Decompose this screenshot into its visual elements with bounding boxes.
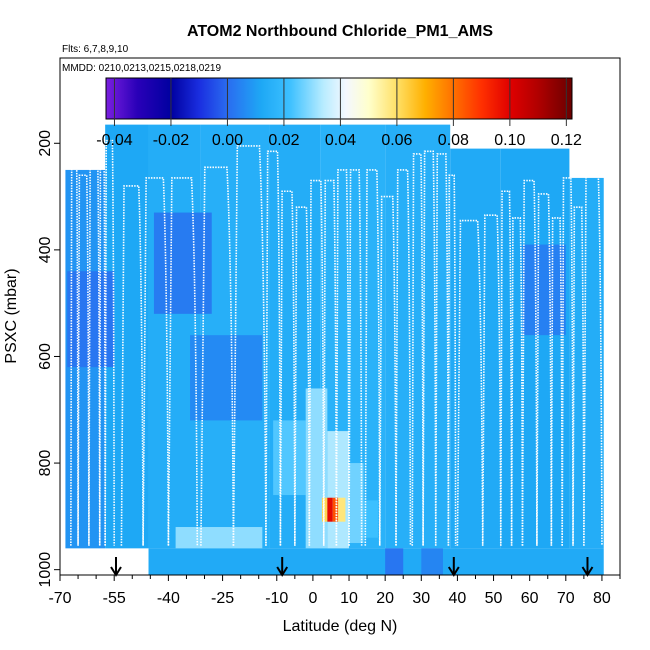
heatmap-cell <box>569 177 604 549</box>
x-tick-label: 40 <box>449 590 467 607</box>
flight-track <box>510 217 524 546</box>
flight-track <box>395 169 412 546</box>
x-tick-label: -55 <box>103 590 126 607</box>
flight-track <box>104 139 115 546</box>
flight-track <box>232 145 267 546</box>
x-tick-label: 0 <box>308 590 317 607</box>
heatmap-cell <box>421 548 443 575</box>
flight-tracks-layer <box>70 139 603 546</box>
x-tick-label: 80 <box>593 590 611 607</box>
colorbar-tick-label: 0.06 <box>381 132 412 149</box>
dates-label: MMDD: 0210,0213,0215,0218,0219 <box>62 63 221 74</box>
y-tick-label: 600 <box>37 343 54 370</box>
heatmap-cell <box>327 431 350 549</box>
heatmap-cell <box>332 497 339 522</box>
x-tick-label: 10 <box>340 590 358 607</box>
heatmap-cell <box>153 212 212 314</box>
flight-track <box>536 193 553 546</box>
flights-label: Flts: 6,7,8,9,10 <box>62 44 129 55</box>
heatmap-cell <box>190 335 263 421</box>
x-tick-label: 50 <box>485 590 503 607</box>
x-axis-label: Latitude (deg N) <box>283 618 398 635</box>
y-tick-label: 200 <box>37 130 54 157</box>
colorbar-tick-label: -0.02 <box>153 132 190 149</box>
heatmap-cell <box>273 420 306 496</box>
x-tick-label: 30 <box>412 590 430 607</box>
heatmap-cell <box>385 548 404 575</box>
flight-track <box>70 158 79 546</box>
heatmap-cell <box>349 463 364 544</box>
x-tick-label: 70 <box>557 590 575 607</box>
colorbar-tick-label: 0.12 <box>551 132 582 149</box>
flight-track <box>167 177 199 546</box>
flight-track <box>364 169 381 546</box>
colorbar-tick-label: 0.02 <box>268 132 299 149</box>
x-axis: -70 -55 -40 -25 -10 0 10 20 30 40 50 60 70 80 <box>48 575 621 607</box>
colorbar-ticks: -0.04 -0.02 0.00 0.02 0.04 0.06 0.08 0.10 0.12 <box>96 78 582 149</box>
flight-track <box>521 179 538 546</box>
x-tick-label: 20 <box>376 590 394 607</box>
heatmap-cell <box>67 271 115 368</box>
y-axis: 200 400 600 800 1000 <box>37 130 60 588</box>
colorbar-gradient <box>105 77 573 120</box>
flight-track <box>499 190 513 546</box>
arrows-layer <box>110 557 594 577</box>
x-tick-label: -70 <box>48 590 71 607</box>
flight-track <box>481 214 502 546</box>
colorbar-tick-label: 0.04 <box>325 132 356 149</box>
y-tick-label: 1000 <box>37 552 54 588</box>
flight-track <box>550 217 563 546</box>
flight-track <box>308 179 325 546</box>
colorbar-tick-label: -0.04 <box>96 132 133 149</box>
heatmap-cell <box>522 244 566 336</box>
y-tick-label: 800 <box>37 450 54 477</box>
flight-track <box>411 153 424 546</box>
latitude-arrow-head <box>581 566 594 577</box>
flight-track <box>572 206 585 546</box>
colorbar: -0.04 -0.02 0.00 0.02 0.04 0.06 0.08 0.10 0.12 <box>96 77 582 149</box>
heatmap-cell <box>338 497 346 522</box>
y-tick-label: 400 <box>37 236 54 263</box>
flight-track <box>335 169 350 546</box>
colorbar-tick-label: 0.00 <box>212 132 243 149</box>
colorbar-tick-label: 0.10 <box>494 132 525 149</box>
x-tick-label: -25 <box>211 590 234 607</box>
flight-track <box>348 169 363 546</box>
flight-track <box>279 190 296 546</box>
heatmap-cell <box>175 527 263 549</box>
x-tick-label: 60 <box>521 590 539 607</box>
y-axis-label: PSXC (mbar) <box>3 268 20 363</box>
plot-frame <box>59 57 621 576</box>
heatmap-cell <box>363 500 378 538</box>
latitude-arrow-head <box>447 566 460 577</box>
flight-track <box>142 177 170 546</box>
colorbar-tick-label: 0.08 <box>438 132 469 149</box>
heatmap-cell <box>148 548 604 575</box>
heatmap-cell <box>327 497 333 522</box>
flight-track <box>583 174 603 546</box>
flight-track <box>200 166 235 546</box>
chart-title: ATOM2 Northbound Chloride_PM1_AMS <box>187 23 493 40</box>
latitude-arrow-head <box>110 566 122 577</box>
latitude-arrow-head <box>276 566 289 577</box>
x-tick-label: -10 <box>265 590 288 607</box>
flight-track <box>265 150 282 546</box>
x-tick-label: -40 <box>157 590 180 607</box>
